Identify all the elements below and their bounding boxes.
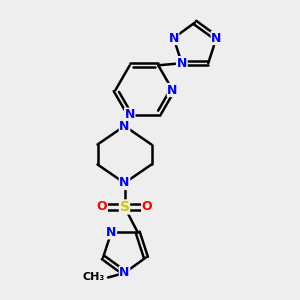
Text: N: N: [106, 226, 116, 239]
Text: N: N: [167, 83, 178, 97]
Text: N: N: [119, 266, 130, 280]
Text: N: N: [124, 108, 135, 121]
Text: N: N: [211, 32, 222, 44]
Text: O: O: [142, 200, 152, 214]
Text: CH₃: CH₃: [82, 272, 104, 283]
Text: S: S: [119, 200, 130, 214]
Text: N: N: [177, 57, 187, 70]
Text: N: N: [168, 32, 179, 44]
Text: O: O: [97, 200, 107, 214]
Text: N: N: [119, 119, 130, 133]
Text: N: N: [119, 176, 130, 190]
Text: N: N: [177, 57, 187, 70]
